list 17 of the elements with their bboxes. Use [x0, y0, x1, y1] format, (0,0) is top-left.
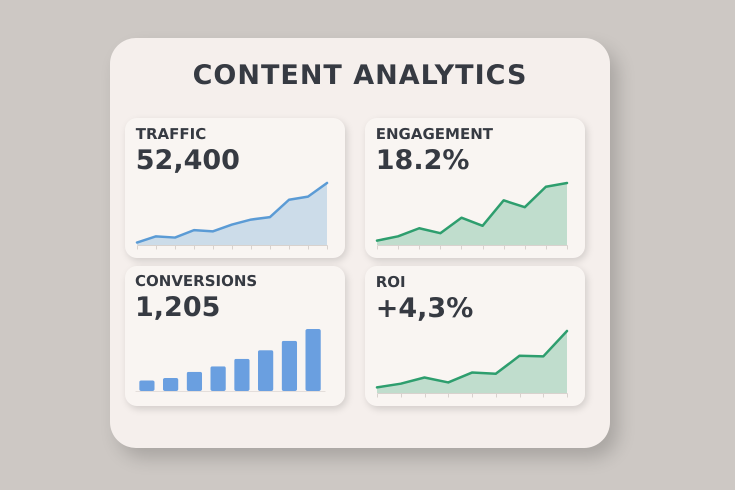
bar — [258, 350, 274, 391]
bar — [162, 378, 178, 391]
bar — [139, 380, 155, 391]
bar — [282, 340, 298, 391]
chart-subtitle: 1,205 — [135, 292, 220, 323]
chart-title: ROI — [376, 272, 406, 291]
chart-subtitle: +4,3% — [376, 292, 474, 324]
bar — [234, 358, 250, 391]
bar — [186, 372, 202, 391]
bar — [210, 366, 226, 391]
text: CONTENT ANALYTICS — [192, 60, 528, 91]
chart-title: ENGAGEMENT — [376, 124, 494, 143]
chart-subtitle: 18.2% — [376, 144, 470, 176]
chart-subtitle: 52,400 — [136, 144, 240, 176]
chart-title: TRAFFIC — [136, 124, 206, 143]
bar — [305, 329, 321, 391]
chart-title: CONVERSIONS — [135, 272, 258, 290]
